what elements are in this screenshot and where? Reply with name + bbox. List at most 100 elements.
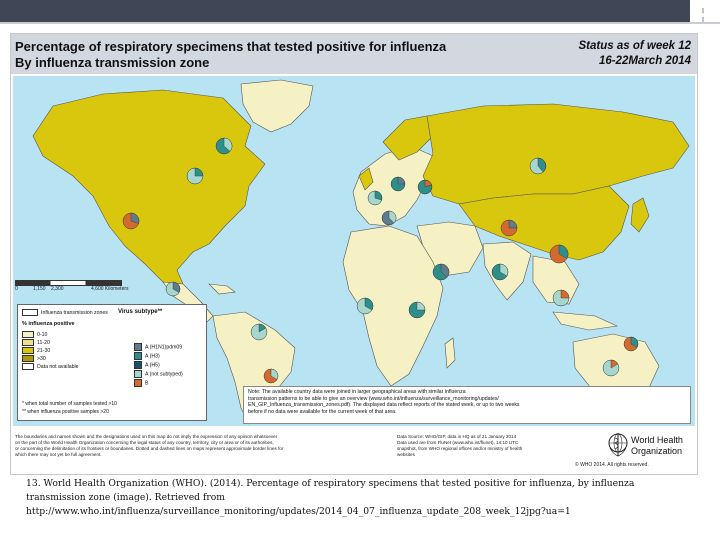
source-line: Data Source: WHO/GIP, data in HQ as of 2…: [397, 434, 517, 439]
legend-transmission-zone: Influenza transmission zones: [22, 309, 108, 316]
virus-label: A (H5): [145, 362, 160, 369]
pie-south-asia: [491, 263, 509, 281]
caption-url: http://www.who.int/influenza/surveillanc…: [26, 506, 571, 517]
virus-swatch: [134, 352, 142, 360]
slide-corner-mark: [702, 8, 712, 22]
legend-tz-label: Influenza transmission zones: [41, 309, 108, 316]
legend-footnote-2: ** when influenza positive samples >20: [22, 409, 109, 415]
disclaimer-line: on the part of the World Health Organiza…: [15, 440, 274, 445]
scale-label-3: 4,600 Kilometers: [91, 286, 129, 292]
scale-label-1: 1,150: [33, 286, 46, 292]
positive-label: 21-30: [37, 347, 51, 354]
pie-north-america-east: [186, 167, 204, 185]
who-emblem-icon: [608, 433, 628, 457]
note-line: before if no data were available for the…: [248, 408, 397, 415]
map-header: Percentage of respiratory specimens that…: [11, 34, 697, 74]
slide-top-bar: [0, 0, 720, 28]
scale-label-0: 0: [15, 286, 18, 292]
positive-swatch: [22, 331, 34, 338]
north-america: [32, 89, 266, 285]
pie-tropical-south-america: [250, 323, 268, 341]
source-line: websites: [397, 452, 415, 457]
disclaimer-line: which there may not yet be full agreemen…: [15, 452, 102, 457]
caribbean: [208, 283, 236, 295]
pie-north-america-west: [122, 212, 140, 230]
copyright-notice: © WHO 2014. All rights reserved.: [575, 462, 649, 468]
pie-eastern-africa: [408, 301, 426, 319]
pie-north-america-north: [215, 137, 233, 155]
positive-label: Data not available: [37, 363, 79, 370]
legend-virus-item: B: [134, 379, 148, 387]
legend-virus-item: A (H3): [134, 352, 160, 360]
map-disclaimer: The boundaries and names shown and the d…: [15, 434, 391, 458]
note-line: transmission patterns to be able to give…: [248, 395, 499, 402]
positive-swatch: [22, 355, 34, 362]
slide-caption: 13. World Health Organization (WHO). (20…: [26, 477, 706, 519]
who-name-line-2: Organization: [631, 446, 683, 456]
pie-western-asia: [432, 263, 450, 281]
caption-line: 13. World Health Organization (WHO). (20…: [26, 478, 635, 489]
transmission-zone-swatch: [22, 309, 38, 316]
positive-swatch: [22, 339, 34, 346]
disclaimer-line: or concerning the delimitation of its fr…: [15, 446, 284, 451]
virus-label: A (not subtyped): [145, 371, 183, 378]
legend-positive-item: >30: [22, 355, 46, 362]
british-isles: [358, 167, 374, 191]
caption-line: transmission zone (image). Retrieved fro…: [26, 492, 225, 503]
legend-virus-title: Virus subtype**: [118, 309, 163, 315]
source-line: snapshot, from WHO regional offices and/…: [397, 446, 523, 451]
positive-swatch: [22, 347, 34, 354]
greenland: [240, 79, 314, 133]
virus-label: A (H1N1)pdm09: [145, 344, 183, 351]
note-line: EN_GIP_Influenza_transmission_zones.pdf)…: [248, 402, 520, 409]
status-dates: 16-22March 2014: [598, 55, 691, 67]
pie-east-asia: [549, 244, 569, 264]
positive-label: 11-20: [37, 339, 50, 346]
map-subtitle: By influenza transmission zone: [15, 55, 210, 70]
central-east-asia: [458, 185, 630, 261]
positive-label: 0-10: [37, 331, 48, 338]
pie-pacific-islands: [623, 336, 639, 352]
legend-footnote-1: * when total number of samples tested >1…: [22, 401, 117, 407]
japan: [630, 197, 650, 233]
positive-label: >30: [37, 355, 46, 362]
legend-virus-item: A (not subtyped): [134, 370, 183, 378]
map-scale-bar: 0 1,150 2,300 4,600 Kilometers: [15, 277, 135, 299]
pie-australia: [602, 359, 620, 377]
indonesia: [552, 311, 619, 331]
africa: [342, 225, 444, 387]
pie-northern-europe: [390, 176, 406, 192]
pie-russia: [529, 157, 547, 175]
legend-virus-item: A (H5): [134, 361, 160, 369]
pie-western-africa: [356, 297, 374, 315]
scale-label-2: 2,300: [51, 286, 64, 292]
legend-positive-item: 21-30: [22, 347, 50, 354]
legend-positive-item: 11-20: [22, 339, 50, 346]
map-note: Note: The available country data were jo…: [243, 386, 691, 424]
note-line: Note: The available country data were jo…: [248, 389, 466, 395]
source-line: Data used are from FluNet (www.who.int/f…: [397, 440, 519, 445]
virus-swatch: [134, 361, 142, 369]
pie-central-asia: [500, 219, 518, 237]
pie-central-america: [165, 281, 181, 297]
status-week: Status as of week 12: [578, 40, 692, 52]
virus-swatch: [134, 343, 142, 351]
scale-bar-graphic: [15, 280, 122, 286]
slide-divider: [0, 22, 720, 24]
map-title: Percentage of respiratory specimens that…: [15, 39, 447, 54]
virus-label: B: [145, 380, 149, 387]
pie-eastern-europe: [417, 179, 433, 195]
legend-positive-item: 0-10: [22, 331, 47, 338]
slide-title-strip: [0, 0, 690, 22]
legend-positive-item: Data not available: [22, 363, 79, 370]
virus-swatch: [134, 379, 142, 387]
pie-temperate-south-america: [263, 368, 279, 384]
southeast-asia: [532, 255, 580, 305]
madagascar: [444, 337, 456, 369]
positive-swatch: [22, 363, 34, 370]
influenza-map-figure: Percentage of respiratory specimens that…: [10, 33, 698, 475]
legend-positive-title: % influenza positive: [22, 321, 75, 327]
pie-southeast-asia: [552, 289, 570, 307]
data-sources: Data Source: WHO/GIP, data in HQ as of 2…: [397, 434, 607, 458]
map-legend: Influenza transmission zones % influenza…: [17, 304, 207, 421]
